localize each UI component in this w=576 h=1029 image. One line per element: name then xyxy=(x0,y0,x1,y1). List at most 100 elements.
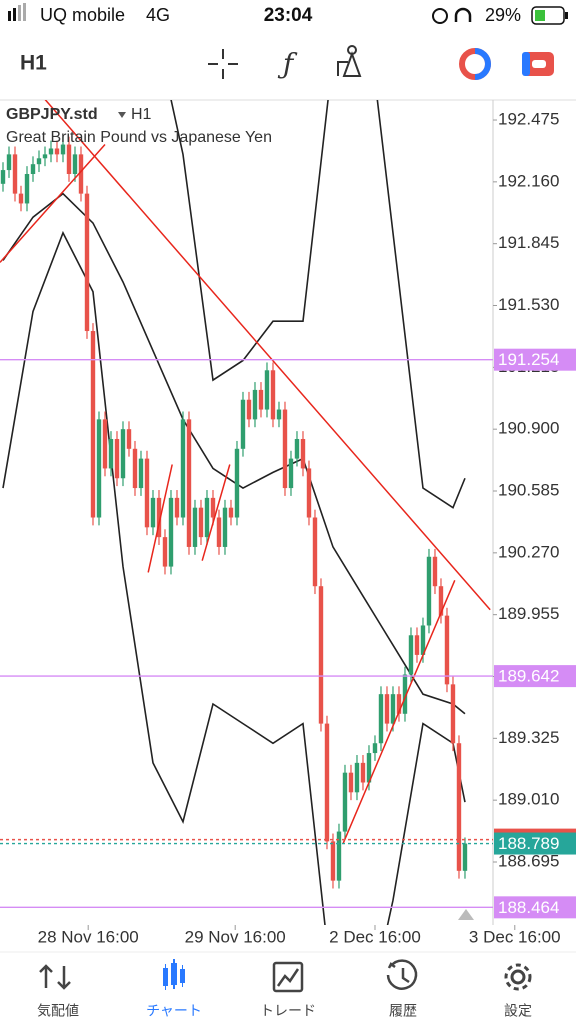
price-level-tag xyxy=(494,348,576,371)
candle-body xyxy=(432,556,438,587)
y-tick-label: 190.900 xyxy=(498,419,559,438)
candle-body xyxy=(270,370,276,420)
candle-body xyxy=(66,144,72,175)
trendline xyxy=(147,464,173,573)
candle-body xyxy=(384,694,390,724)
candle-body xyxy=(222,507,228,547)
candle-body xyxy=(246,399,252,420)
candle-body xyxy=(228,507,234,518)
candle-body xyxy=(6,154,12,171)
price-level-label: 188.789 xyxy=(498,834,559,853)
candle-body xyxy=(72,154,78,175)
candle-body xyxy=(396,694,402,714)
candle-body xyxy=(282,409,288,489)
trendline xyxy=(0,144,106,263)
candle-body xyxy=(288,458,294,489)
nav-item[interactable]: チャート xyxy=(146,1003,202,1019)
nav-item[interactable]: 履歴 xyxy=(389,1003,417,1019)
indicator-line xyxy=(2,230,466,925)
clock: 23:04 xyxy=(264,5,313,26)
timeframe-button[interactable]: H1 xyxy=(20,52,47,75)
candle-body xyxy=(78,154,84,194)
nav-item[interactable]: 気配値 xyxy=(37,1003,79,1019)
y-tick-label: 189.955 xyxy=(498,604,559,623)
x-tick-label: 2 Dec 16:00 xyxy=(329,927,421,946)
price-level-label: 189.642 xyxy=(498,667,559,686)
candle-body xyxy=(258,389,264,410)
candle-body xyxy=(390,694,396,724)
candle-body xyxy=(84,193,90,332)
candle-body xyxy=(366,753,372,783)
candle-body xyxy=(198,507,204,538)
toolbar: H1 ƒ xyxy=(20,45,554,81)
candle-body xyxy=(264,370,270,410)
nav-item[interactable]: トレード xyxy=(260,1003,316,1019)
candle-body xyxy=(324,723,330,842)
candle-body xyxy=(444,615,450,685)
y-tick-label: 189.010 xyxy=(498,790,559,809)
trade-button[interactable] xyxy=(459,48,491,80)
indicators-button[interactable]: ƒ xyxy=(277,48,298,81)
candle-body xyxy=(312,517,318,587)
nav-item[interactable]: 設定 xyxy=(504,1003,532,1019)
candle-body xyxy=(132,448,138,489)
candle-body xyxy=(90,331,96,518)
price-level-tag xyxy=(494,896,576,919)
candle-body xyxy=(372,743,378,754)
candle-body xyxy=(186,419,192,547)
candle-body xyxy=(138,458,144,489)
symbol: GBPJPY.std xyxy=(6,106,98,123)
trendline xyxy=(201,464,231,561)
one-click-button[interactable] xyxy=(522,52,554,76)
candle-body xyxy=(360,762,366,783)
candle-body xyxy=(450,684,456,744)
candle-body xyxy=(420,625,426,655)
y-tick-label: 189.325 xyxy=(498,728,559,747)
candle-body xyxy=(12,154,18,194)
candle-body xyxy=(300,438,306,469)
x-tick-label: 28 Nov 16:00 xyxy=(38,927,139,946)
battery-level: 29% xyxy=(485,5,521,25)
x-tick-label: 29 Nov 16:00 xyxy=(185,927,286,946)
carrier: UQ mobile xyxy=(40,5,125,25)
price-level-tag xyxy=(494,665,576,688)
bottom-nav: 気配値 チャート トレード 履歴 設定 xyxy=(37,959,532,1019)
candle-body xyxy=(36,158,42,165)
symbol-dropdown[interactable] xyxy=(118,112,126,118)
candle-body xyxy=(342,772,348,832)
candle-body xyxy=(426,556,432,626)
candle-body xyxy=(174,497,180,518)
trendline xyxy=(44,100,491,611)
candle-body xyxy=(306,468,312,518)
crosshair-button[interactable] xyxy=(208,49,238,79)
candle-body xyxy=(210,497,216,518)
candle-body xyxy=(150,497,156,528)
candle-body xyxy=(216,517,222,547)
candle-body xyxy=(348,772,354,793)
objects-button[interactable] xyxy=(337,45,362,77)
candle-body xyxy=(276,409,282,420)
candle-body xyxy=(54,148,60,155)
candle-body xyxy=(462,843,468,871)
scroll-marker xyxy=(458,909,474,920)
y-tick-label: 191.530 xyxy=(498,295,559,314)
indicator-line xyxy=(2,192,466,715)
candle-body xyxy=(60,144,66,155)
candle-body xyxy=(114,438,120,479)
candle-body xyxy=(318,586,324,724)
axes: 192.475192.160191.845191.530191.215190.9… xyxy=(38,110,576,946)
candle-body xyxy=(162,537,168,567)
candle-body xyxy=(30,164,36,175)
candle-body xyxy=(18,193,24,204)
candle-body xyxy=(336,831,342,881)
candle-body xyxy=(204,497,210,538)
candle-body xyxy=(402,674,408,714)
candle-body xyxy=(24,174,30,204)
y-tick-label: 192.475 xyxy=(498,110,559,129)
network: 4G xyxy=(146,5,170,25)
symbol-description: Great Britain Pound vs Japanese Yen xyxy=(6,129,272,146)
y-tick-label: 192.160 xyxy=(498,171,559,190)
candle-body xyxy=(144,458,150,528)
candle-body xyxy=(42,154,48,159)
